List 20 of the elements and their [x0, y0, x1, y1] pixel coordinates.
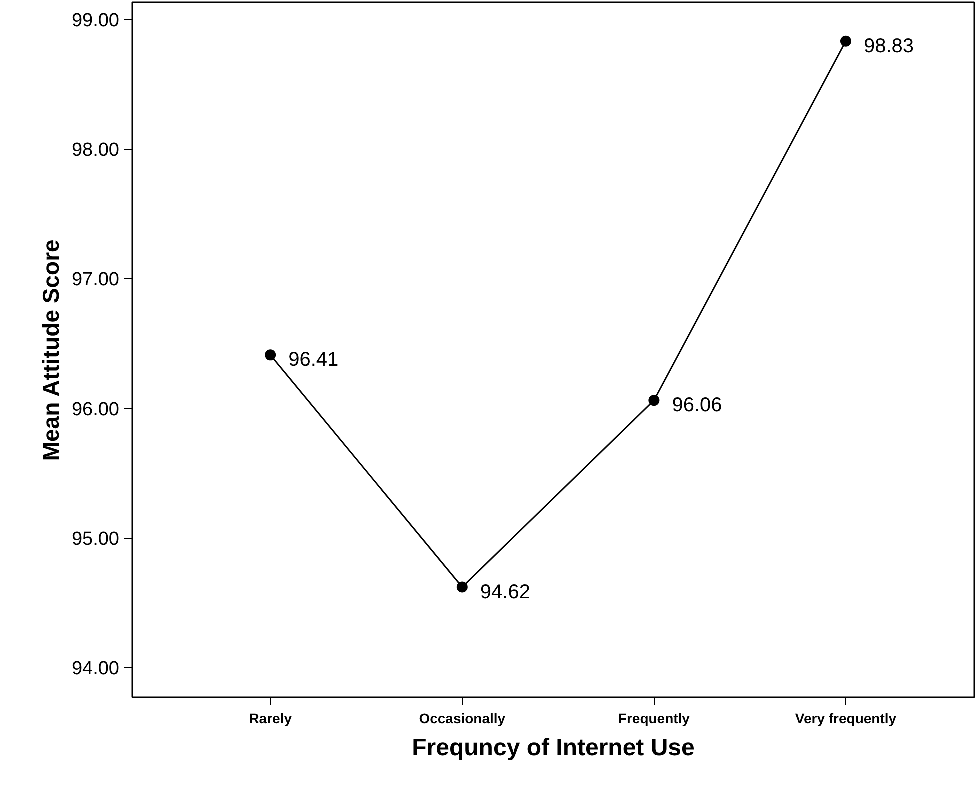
- x-tick-label: Occasionally: [419, 710, 506, 726]
- y-tick-label: 98.00: [72, 140, 120, 162]
- x-tick-label: Frequently: [618, 710, 690, 726]
- y-tick-label: 99.00: [72, 10, 120, 32]
- y-tick-label: 96.00: [72, 399, 120, 420]
- point: [648, 395, 660, 406]
- y-tick-label: 94.00: [72, 658, 120, 680]
- y-tick-label: 97.00: [72, 270, 120, 291]
- y-axis-title: Mean Attitude Score: [38, 240, 64, 462]
- point: [840, 36, 852, 47]
- data-label: 96.06: [672, 394, 722, 417]
- x-axis-title: Frequncy of Internet Use: [412, 734, 695, 762]
- y-tick-label: 95.00: [72, 529, 120, 550]
- x-tick-label: Rarely: [249, 710, 292, 726]
- data-label: 98.83: [864, 35, 914, 58]
- x-tick-label: Very frequently: [795, 710, 897, 726]
- point: [265, 350, 276, 361]
- data-label: 94.62: [480, 581, 530, 604]
- point: [456, 582, 468, 593]
- data-label: 96.41: [288, 349, 339, 372]
